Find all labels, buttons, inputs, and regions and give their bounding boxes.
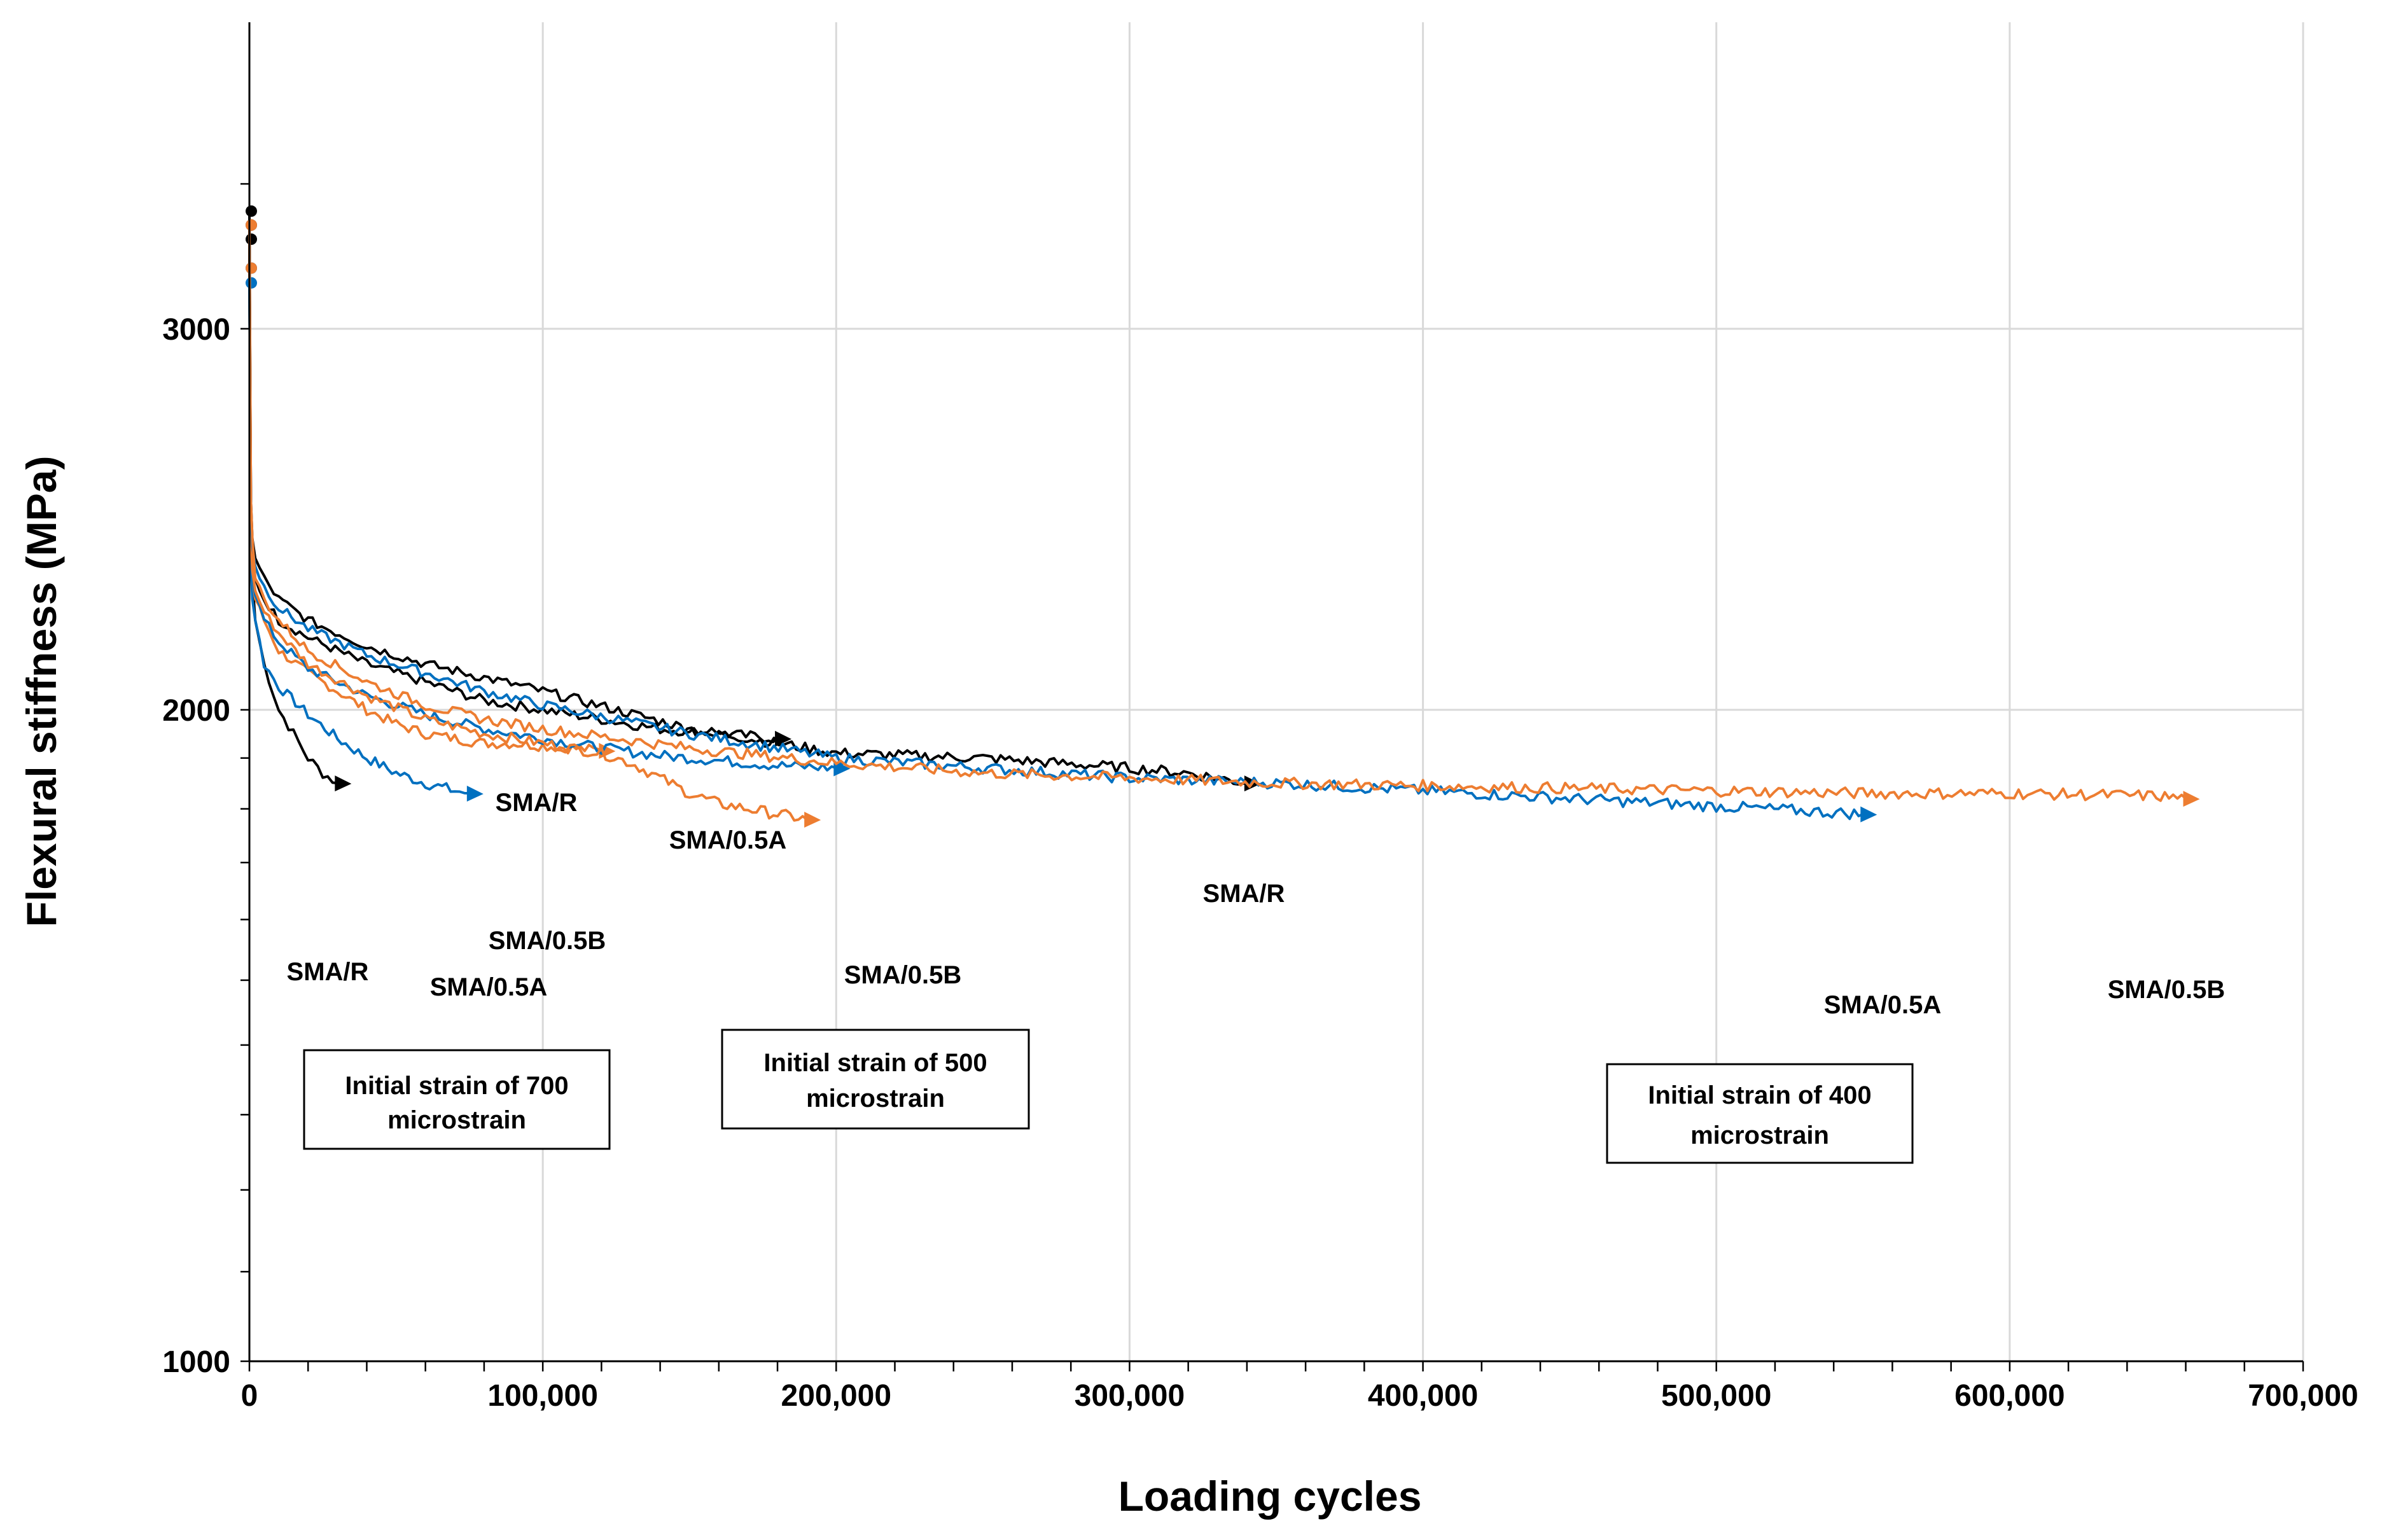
strain-box-frame xyxy=(303,1049,611,1150)
x-tick-label: 200,000 xyxy=(781,1379,892,1413)
strain-box-400: Initial strain of 400 microstrain xyxy=(1606,1063,1914,1164)
strain-text-boxes: Initial strain of 700 microstrain Initia… xyxy=(303,1029,1914,1164)
series-label: SMA/0.5A xyxy=(430,973,548,1001)
series-start-point xyxy=(246,219,257,231)
series-end-arrow xyxy=(1860,806,1877,822)
series-label: SMA/0.5B xyxy=(2108,976,2225,1004)
x-tick-label: 300,000 xyxy=(1075,1379,1185,1413)
strain-box-700: Initial strain of 700 microstrain xyxy=(303,1049,611,1150)
series-label: SMA/R xyxy=(1203,880,1285,908)
x-gridlines xyxy=(541,22,2304,1361)
strain-box-line1: Initial strain of 400 xyxy=(1648,1081,1871,1109)
strain-box-frame xyxy=(721,1029,1030,1130)
series-end-arrow xyxy=(2183,791,2200,807)
x-tick-label: 100,000 xyxy=(487,1379,598,1413)
y-axis-title: Flexural stiffness (MPa) xyxy=(18,456,65,927)
x-axis-title: Loading cycles xyxy=(1118,1473,1422,1520)
series-end-arrow xyxy=(775,730,792,747)
strain-box-line2: microstrain xyxy=(1690,1121,1829,1149)
strain-box-line1: Initial strain of 700 xyxy=(345,1072,568,1100)
x-tick-label: 0 xyxy=(241,1379,258,1413)
strain-box-frame xyxy=(1606,1063,1914,1164)
series-line xyxy=(248,225,2187,802)
series-label: SMA/0.5B xyxy=(489,927,606,955)
x-tick-label: 600,000 xyxy=(1954,1379,2065,1413)
axes xyxy=(248,22,2303,1363)
y-tick-label: 1000 xyxy=(162,1345,230,1379)
series-label: SMA/0.5B xyxy=(844,961,962,989)
x-tick-labels: 0 100,000 200,000 300,000 400,000 500,000 600,… xyxy=(241,1379,2358,1413)
series-line xyxy=(248,268,837,772)
y-gridlines xyxy=(249,328,2303,711)
series-label: SMA/R xyxy=(496,789,578,817)
series-end-arrow xyxy=(466,786,484,802)
y-tick-labels: 1000 2000 3000 xyxy=(162,313,230,1379)
strain-box-500: Initial strain of 500 microstrain xyxy=(721,1029,1030,1130)
series-line xyxy=(248,225,1248,786)
series-line xyxy=(248,282,1864,821)
x-tick-label: 500,000 xyxy=(1661,1379,1772,1413)
series-end-arrow xyxy=(804,812,821,828)
strain-box-line1: Initial strain of 500 xyxy=(763,1049,987,1077)
y-tick-label: 3000 xyxy=(162,313,230,347)
series-line xyxy=(248,268,808,822)
series-line xyxy=(248,239,779,744)
series-start-point xyxy=(246,233,257,246)
x-tick-label: 700,000 xyxy=(2248,1379,2358,1413)
minor-ticks xyxy=(240,183,2304,1371)
series-line xyxy=(248,268,470,795)
series-end-arrow xyxy=(335,775,352,792)
series-start-point xyxy=(246,205,257,217)
series-label: SMA/0.5A xyxy=(1824,991,1942,1019)
x-tick-label: 400,000 xyxy=(1368,1379,1479,1413)
strain-box-line2: microstrain xyxy=(387,1106,526,1134)
series-labels: SMA/R SMA/0.5A SMA/0.5B SMA/R SMA/0.5A S… xyxy=(287,789,2225,1019)
y-tick-label: 2000 xyxy=(162,694,230,728)
series-label: SMA/0.5A xyxy=(669,826,787,854)
strain-box-line2: microstrain xyxy=(806,1085,945,1113)
series-lines xyxy=(246,205,2200,828)
series-start-point xyxy=(246,277,257,289)
series-start-point xyxy=(246,262,257,274)
series-label: SMA/R xyxy=(287,958,369,986)
